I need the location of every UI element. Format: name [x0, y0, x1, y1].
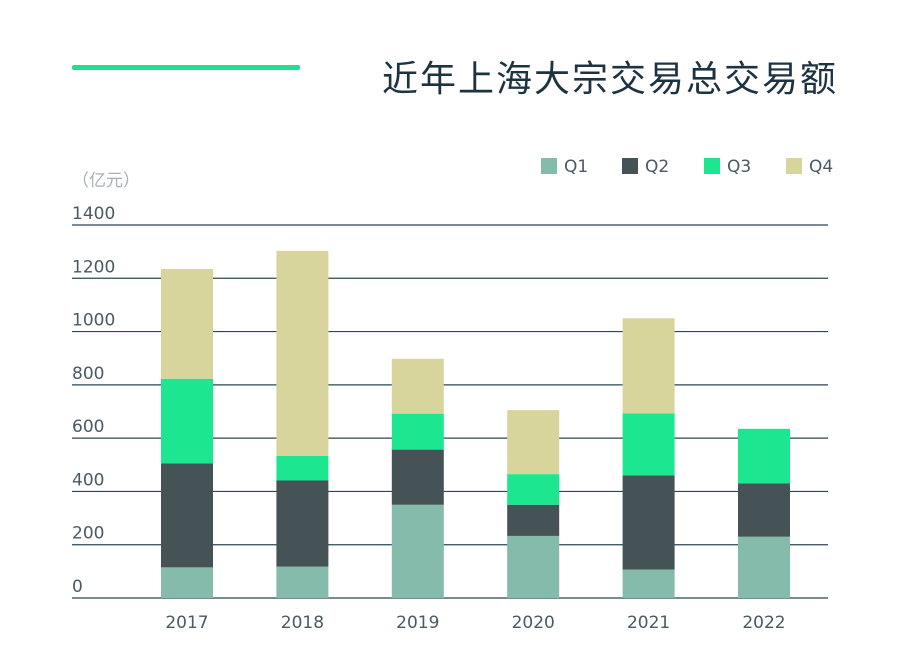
- y-tick-label: 200: [72, 524, 104, 544]
- legend: Q1 Q2 Q3 Q4: [541, 157, 833, 177]
- chart-title: 近年上海大宗交易总交易额: [381, 59, 838, 100]
- x-tick-label: 2021: [627, 613, 670, 633]
- legend-swatch: [704, 158, 720, 174]
- x-tick-label: 2018: [281, 613, 324, 633]
- legend-swatch: [786, 158, 802, 174]
- x-tick-label: 2017: [165, 613, 208, 633]
- bar-2020-q1: [507, 535, 560, 598]
- y-tick-label: 1200: [72, 257, 115, 277]
- legend-item-q2: Q2: [622, 157, 669, 177]
- legend-label: Q1: [564, 157, 588, 177]
- legend-item-q4: Q4: [786, 157, 833, 177]
- bar-2018-q4: [276, 250, 329, 456]
- legend-item-q1: Q1: [541, 157, 588, 177]
- y-tick-label: 1400: [72, 204, 115, 224]
- bar-2022-q2: [738, 483, 790, 537]
- legend-item-q3: Q3: [704, 157, 751, 177]
- bar-2017-q4: [161, 268, 213, 379]
- bar-2018-q2: [276, 480, 329, 567]
- bar-2018-q1: [276, 566, 329, 598]
- x-tick-label: 2020: [512, 613, 555, 633]
- legend-label: Q3: [727, 157, 751, 177]
- bar-2020-q2: [507, 504, 560, 536]
- x-tick-label: 2019: [396, 613, 439, 633]
- bar-2019-q4: [391, 358, 444, 414]
- bar-2018-q3: [276, 455, 329, 481]
- y-tick-label: 600: [72, 417, 104, 437]
- title-accent-line: [72, 65, 300, 70]
- bar-stack-2022: [738, 428, 790, 598]
- bar-2022-q3: [738, 428, 790, 484]
- y-tick-label: 1000: [72, 311, 115, 331]
- bar-2021-q2: [622, 475, 675, 570]
- bar-2021-q4: [622, 318, 675, 414]
- y-tick-label: 0: [72, 577, 83, 597]
- bar-2021-q1: [622, 569, 675, 598]
- bar-2021-q3: [622, 413, 675, 476]
- bar-2019-q3: [391, 413, 444, 450]
- y-axis-unit-label: （亿元）: [72, 171, 140, 191]
- bar-stack-2019: [391, 358, 444, 598]
- bar-2017-q2: [161, 463, 213, 568]
- bar-stack-2020: [507, 410, 560, 598]
- bar-2020-q4: [507, 410, 560, 475]
- bar-stacks: [161, 250, 790, 598]
- bar-stack-2021: [622, 318, 675, 598]
- bar-2020-q3: [507, 474, 560, 505]
- bar-stack-2017: [161, 268, 213, 598]
- bar-2019-q1: [391, 504, 444, 598]
- bar-stack-2018: [276, 250, 329, 598]
- bar-2019-q2: [391, 449, 444, 505]
- legend-swatch: [541, 158, 557, 174]
- bar-2017-q1: [161, 567, 213, 598]
- x-axis-ticks: 2017 2018 2019 2020 2021 2022: [165, 613, 785, 633]
- legend-label: Q2: [645, 157, 669, 177]
- bar-2017-q3: [161, 378, 213, 464]
- legend-label: Q4: [809, 157, 833, 177]
- x-tick-label: 2022: [742, 613, 785, 633]
- y-tick-label: 800: [72, 364, 104, 384]
- bar-2022-q1: [738, 536, 790, 598]
- y-axis-ticks: 0 200 400 600 800 1000 1200 1400: [72, 204, 115, 597]
- y-tick-label: 400: [72, 470, 104, 490]
- legend-swatch: [622, 158, 638, 174]
